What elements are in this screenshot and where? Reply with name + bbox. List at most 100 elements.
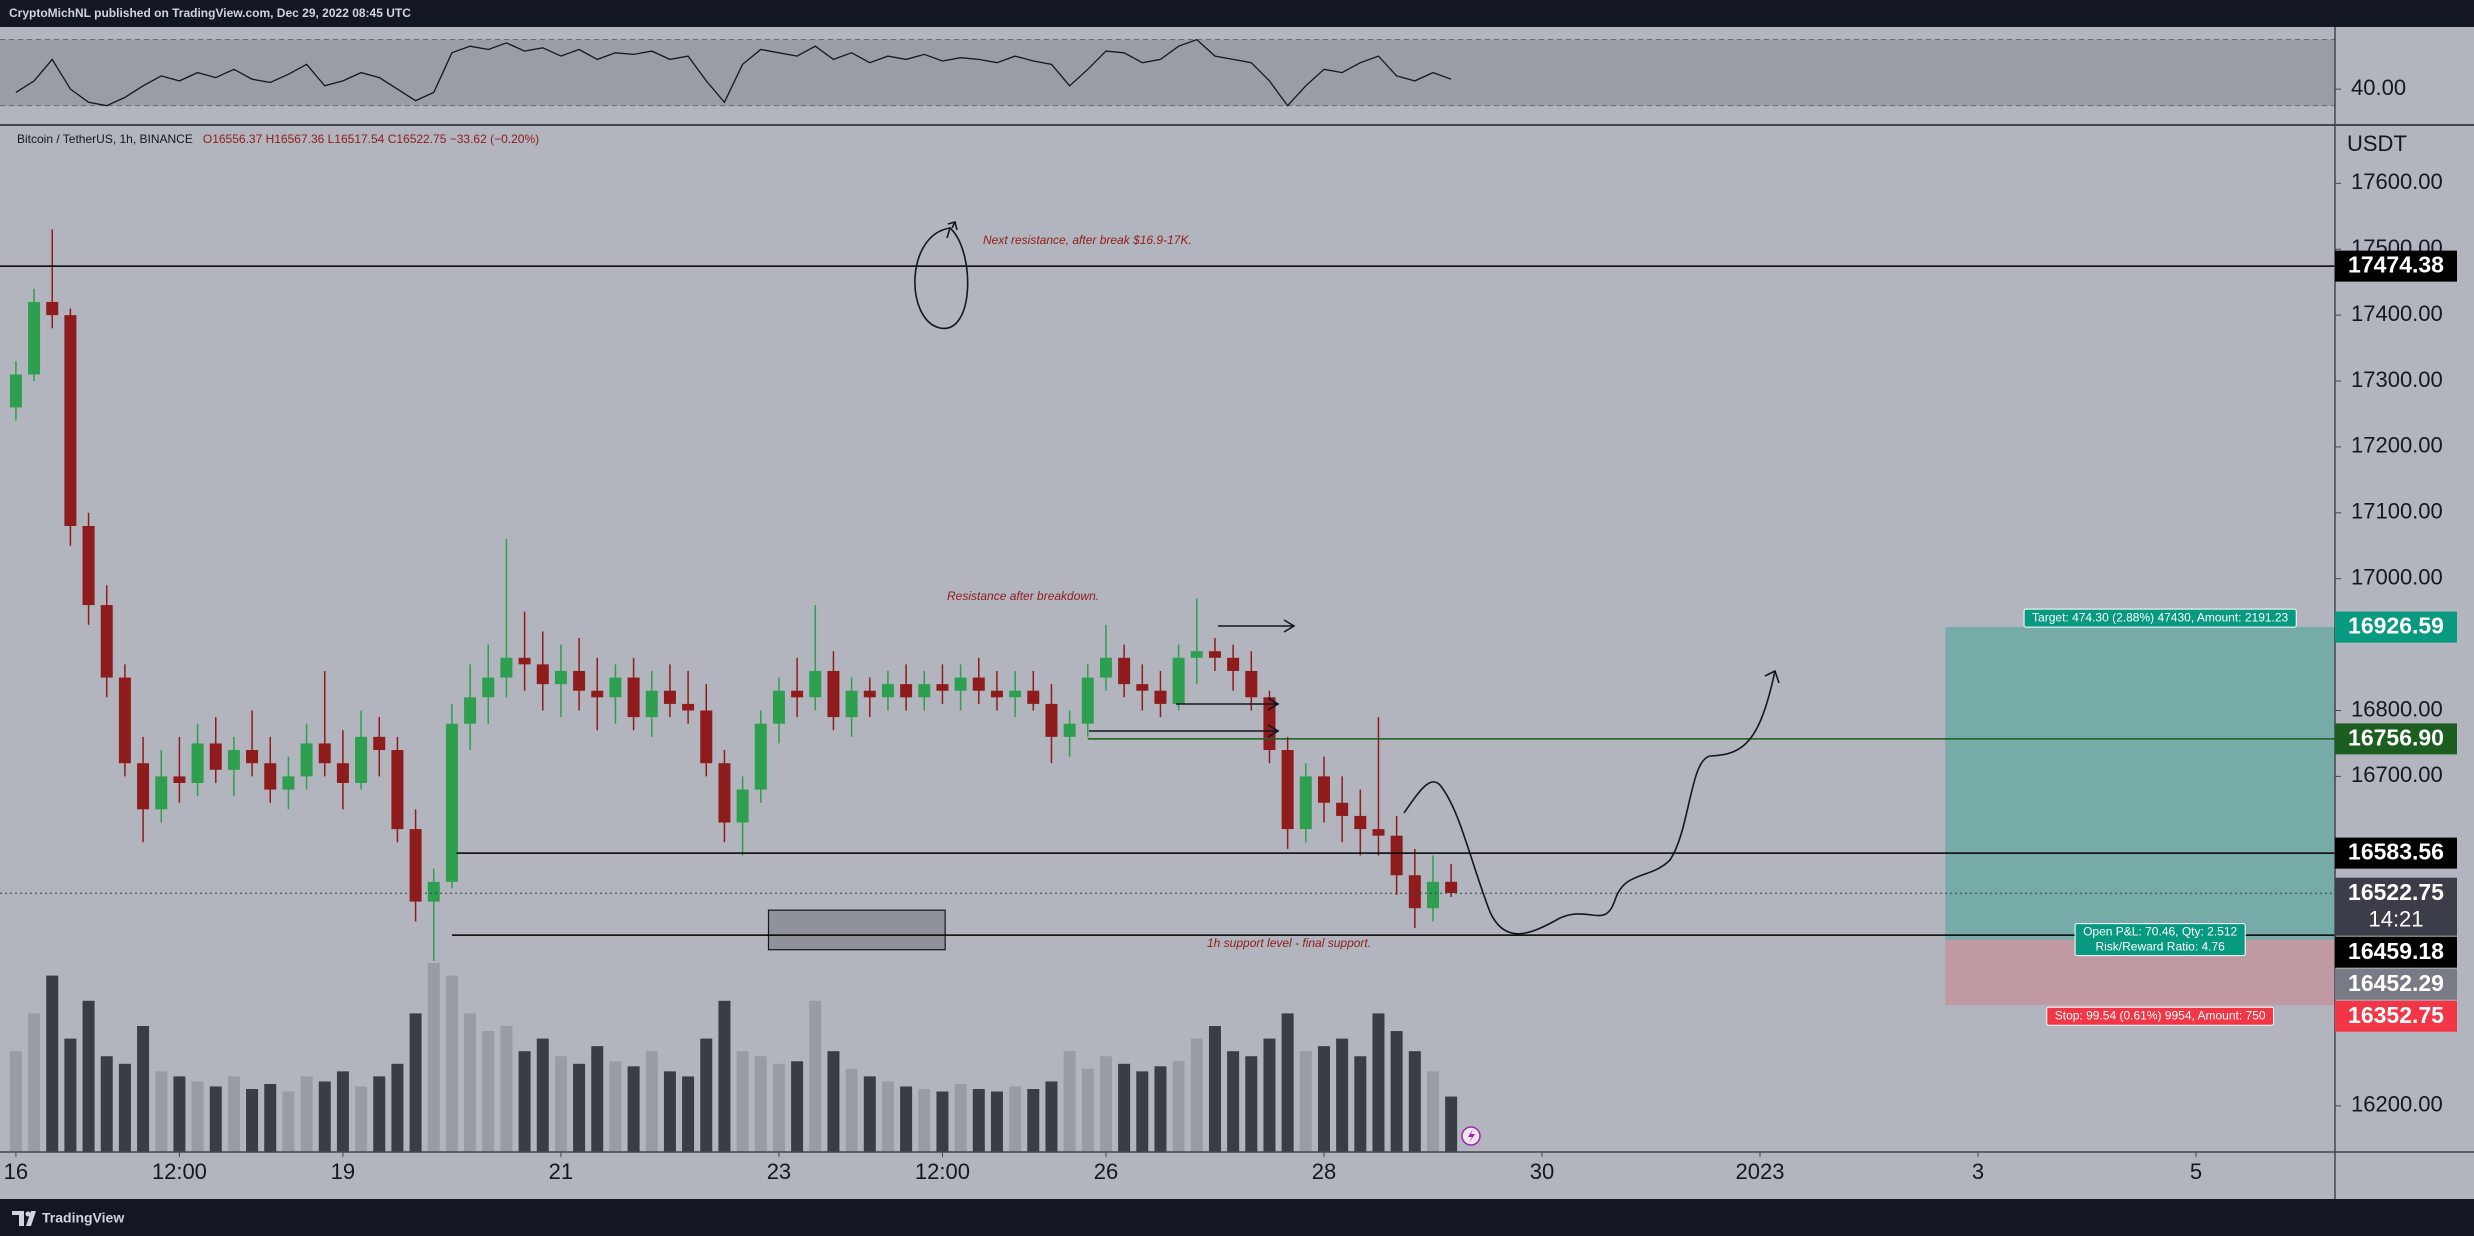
- y-tick-label: 16200.00: [2351, 1092, 2443, 1117]
- candle-body: [1099, 657, 1112, 678]
- volume-bar: [1063, 1051, 1076, 1152]
- volume-bar: [427, 963, 440, 1152]
- x-tick-label: 3: [1972, 1159, 1984, 1184]
- volume-bar: [1208, 1026, 1221, 1152]
- candle-body: [1154, 690, 1167, 704]
- volume-bar: [881, 1081, 894, 1152]
- candle-body: [1009, 690, 1022, 698]
- footer-text: TradingView: [42, 1210, 124, 1226]
- candle-body: [1372, 829, 1385, 836]
- pnl-label-text: Open P&L: 70.46, Qty: 2.512: [2083, 924, 2237, 938]
- arrow-head: [947, 221, 958, 231]
- candle-body: [700, 710, 713, 764]
- volume-bar: [155, 1071, 168, 1152]
- volume-bar: [1245, 1056, 1258, 1152]
- x-tick-label: 16: [4, 1159, 28, 1184]
- candle-body: [754, 723, 767, 790]
- candle-body: [246, 750, 259, 764]
- candle-body: [1118, 657, 1131, 685]
- volume-bar: [355, 1086, 368, 1152]
- candle-body: [264, 763, 277, 790]
- price-badge-label: 16452.29: [2348, 970, 2444, 996]
- price-badge-label: 16352.75: [2348, 1002, 2444, 1028]
- volume-bar: [918, 1089, 931, 1152]
- candle-body: [554, 670, 567, 685]
- volume-bar: [809, 1000, 822, 1152]
- volume-bar: [82, 1000, 95, 1152]
- arrow-drawing: [1089, 724, 1280, 738]
- volume-bar: [754, 1056, 767, 1152]
- stop-label-text: Stop: 99.54 (0.61%) 9954, Amount: 750: [2055, 1008, 2266, 1022]
- y-tick-label: 17000.00: [2351, 565, 2443, 590]
- volume-bar: [1027, 1089, 1040, 1152]
- legend: Bitcoin / TetherUS, 1h, BINANCE O16556.37…: [17, 132, 539, 146]
- countdown-label: 14:21: [2368, 907, 2423, 932]
- candle-body: [573, 670, 586, 691]
- candle-body: [936, 684, 949, 691]
- candle-body: [9, 374, 22, 408]
- volume-bar: [1045, 1081, 1058, 1152]
- volume-bar: [863, 1076, 876, 1152]
- candle-body: [1045, 703, 1058, 737]
- volume-bar: [137, 1026, 150, 1152]
- volume-bar: [1081, 1068, 1094, 1152]
- ellipse-drawing: [914, 226, 969, 329]
- rsi-tick-label: 40.00: [2351, 75, 2406, 100]
- price-badge: [2335, 250, 2457, 282]
- candle-body: [1081, 677, 1094, 724]
- event-icon-glyph: [1468, 1129, 1475, 1143]
- candle-body: [191, 743, 204, 783]
- x-tick-label: 2023: [1736, 1159, 1785, 1184]
- x-tick-label: 5: [2190, 1159, 2202, 1184]
- x-tick-label: 30: [1530, 1159, 1554, 1184]
- annotation: Resistance after breakdown.: [947, 589, 1099, 603]
- candle-body: [1263, 697, 1276, 751]
- volume-bar: [300, 1076, 313, 1152]
- pnl-label-box: [2074, 923, 2246, 957]
- candle-body: [736, 789, 749, 823]
- candle-body: [118, 677, 131, 764]
- volume-bar: [1299, 1051, 1312, 1152]
- arrow-drawing: [1176, 697, 1280, 711]
- volume-bar: [700, 1038, 713, 1152]
- price-badge-label: 17474.38: [2348, 252, 2444, 278]
- volume-bar: [100, 1056, 113, 1152]
- axes: USDT 17600.0017500.0017400.0017300.00172…: [4, 75, 2457, 1184]
- pnl-label-text: Risk/Reward Ratio: 4.76: [2095, 939, 2225, 953]
- projection-drawing: [1403, 669, 1780, 935]
- x-tick-label: 26: [1094, 1159, 1118, 1184]
- volume-bar: [482, 1031, 495, 1152]
- candle-body: [100, 605, 113, 678]
- price-badge: [2335, 611, 2457, 643]
- volume-bar: [736, 1051, 749, 1152]
- volume-bar: [718, 1000, 731, 1152]
- candle-body: [155, 776, 168, 810]
- candle-body: [881, 684, 894, 698]
- candle-body: [391, 750, 404, 830]
- volume-bar: [28, 1013, 41, 1152]
- volume-bar: [209, 1086, 222, 1152]
- price-badge: [2335, 1000, 2457, 1032]
- x-tick-label: 21: [549, 1159, 573, 1184]
- footer-bar: [0, 1199, 2474, 1236]
- volume-bar: [1281, 1013, 1294, 1152]
- candle-body: [482, 677, 495, 698]
- candle-body: [791, 690, 804, 698]
- volume-bar: [464, 1013, 477, 1152]
- candle-body: [336, 763, 349, 783]
- volume-bar: [791, 1061, 804, 1152]
- candle-body: [227, 750, 240, 770]
- y-tick-label: 16800.00: [2351, 696, 2443, 721]
- price-pane: [0, 229, 2335, 1152]
- candle-body: [1317, 776, 1330, 803]
- target-label-box: [2023, 608, 2297, 628]
- volume-bar: [1227, 1051, 1240, 1152]
- volume-bar: [64, 1038, 77, 1152]
- volume-bar: [1317, 1046, 1330, 1152]
- candle-body: [1190, 651, 1203, 658]
- volume-bar: [1263, 1038, 1276, 1152]
- candle-body: [464, 697, 477, 724]
- volume-bar: [9, 1051, 22, 1152]
- rsi-band: [0, 39, 2335, 106]
